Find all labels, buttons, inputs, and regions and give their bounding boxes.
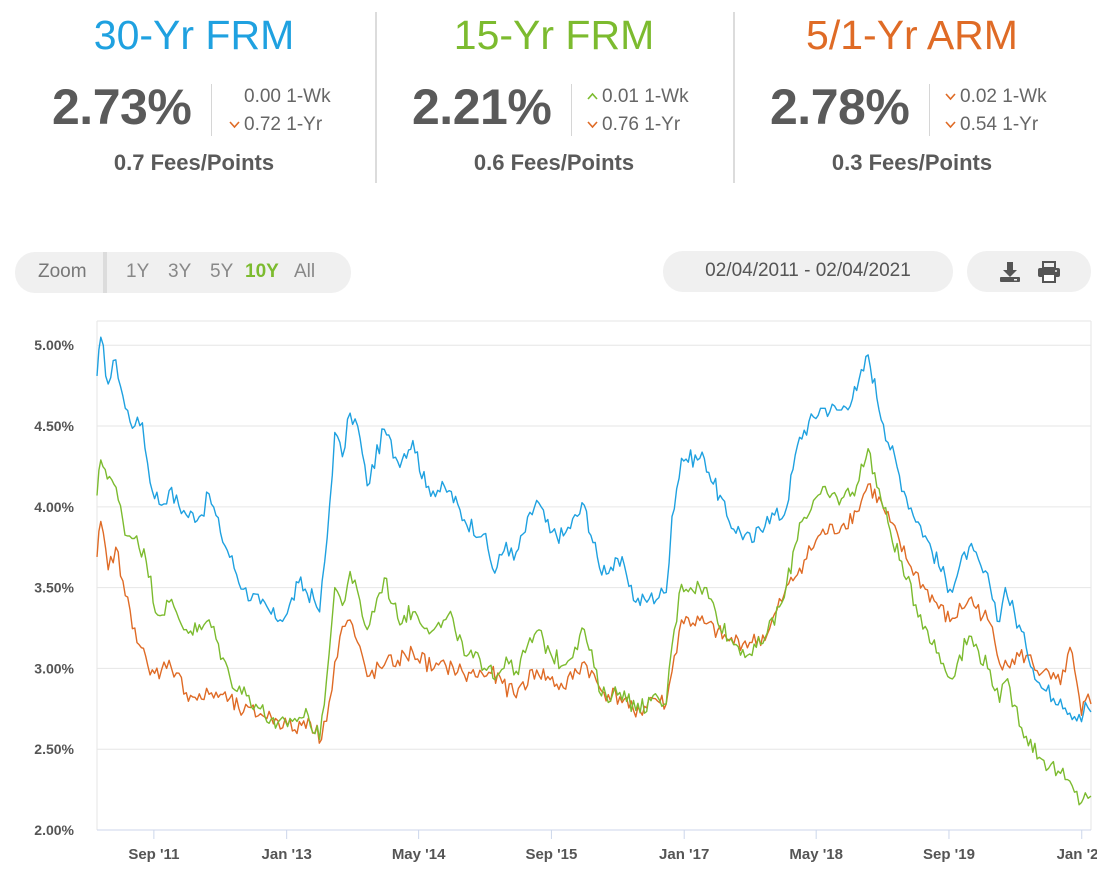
year-change: 0.54 1-Yr (944, 114, 1038, 136)
series-line (96, 448, 1092, 806)
x-tick-label: Sep '11 (128, 846, 179, 863)
y-tick-label: 4.50% (34, 418, 74, 434)
print-icon[interactable] (1037, 260, 1061, 284)
rate-value: 2.73% (52, 79, 192, 135)
chevron-down-icon (587, 121, 598, 129)
y-tick-label: 2.00% (34, 822, 74, 838)
rate-history-chart: 2.00% 2.50% 3.00% 3.50% 4.00% 4.50% 5.00% Sep '… (34, 320, 1097, 863)
no-change-spacer-icon (228, 90, 241, 103)
week-change-text: 0.00 1-Wk (244, 86, 331, 107)
week-change-text: 0.02 1-Wk (960, 86, 1047, 107)
year-change: 0.72 1-Yr (228, 114, 322, 136)
x-tick-label: Jan '17 (659, 846, 709, 863)
rate-card-5-1arm: 5/1-Yr ARM 2.78% 0.02 1-Wk 0.54 1-Yr 0.3… (733, 0, 1091, 190)
year-change: 0.76 1-Yr (586, 114, 680, 136)
rate-separator (571, 84, 572, 136)
rate-value: 2.78% (770, 79, 910, 135)
rate-title: 5/1-Yr ARM (806, 12, 1018, 58)
rate-summary: 30-Yr FRM 2.73% 0.00 1-Wk 0.72 1-Yr 0.7 … (0, 0, 1097, 190)
x-tick-label: May '18 (789, 846, 843, 863)
zoom-1y-button[interactable]: 1Y (126, 261, 150, 282)
x-tick-label: Jan '21 (1057, 846, 1097, 863)
chart-tools (967, 251, 1091, 292)
column-divider (375, 12, 377, 183)
y-tick-label: 2.50% (34, 741, 74, 757)
year-change-text: 0.76 1-Yr (602, 114, 681, 135)
rate-card-15yr: 15-Yr FRM 2.21% 0.01 1-Wk 0.76 1-Yr 0.6 … (375, 0, 733, 190)
year-change-text: 0.72 1-Yr (244, 114, 323, 135)
fees-points: 0.3 Fees/Points (831, 150, 993, 175)
y-tick-label: 5.00% (34, 337, 74, 353)
y-tick-label: 3.00% (34, 660, 74, 676)
x-tick-label: Jan '13 (262, 846, 312, 863)
x-tick-label: Sep '15 (525, 846, 577, 863)
rate-separator (929, 84, 930, 136)
date-range-display[interactable]: 02/04/2011 - 02/04/2021 (663, 251, 953, 292)
rate-separator (211, 84, 212, 136)
column-divider (733, 12, 735, 183)
rate-title: 15-Yr FRM (453, 12, 655, 58)
zoom-5y-button[interactable]: 5Y (210, 261, 234, 282)
zoom-label: Zoom (38, 261, 87, 282)
zoom-3y-button[interactable]: 3Y (168, 261, 192, 282)
zoom-separator (103, 252, 107, 293)
x-tick-label: May '14 (392, 846, 446, 863)
series-line (96, 483, 1092, 744)
chevron-down-icon (229, 121, 240, 129)
fees-points: 0.6 Fees/Points (473, 150, 635, 175)
zoom-control: Zoom 1Y 3Y 5Y 10Y All (15, 252, 351, 293)
y-tick-label: 4.00% (34, 499, 74, 515)
download-icon[interactable] (998, 260, 1022, 284)
zoom-all-button[interactable]: All (294, 261, 316, 282)
y-tick-label: 3.50% (34, 580, 74, 596)
rate-card-30yr: 30-Yr FRM 2.73% 0.00 1-Wk 0.72 1-Yr 0.7 … (15, 0, 373, 190)
year-change-text: 0.54 1-Yr (960, 114, 1039, 135)
fees-points: 0.7 Fees/Points (113, 150, 275, 175)
week-change-text: 0.01 1-Wk (602, 86, 689, 107)
week-change: 0.00 1-Wk (228, 86, 331, 108)
chevron-down-icon (945, 121, 956, 129)
plot-area (97, 321, 1091, 830)
rate-title: 30-Yr FRM (93, 12, 295, 58)
chevron-up-icon (587, 93, 598, 101)
week-change: 0.01 1-Wk (586, 86, 689, 108)
week-change: 0.02 1-Wk (944, 86, 1047, 108)
x-tick-label: Sep '19 (923, 846, 975, 863)
series-line (96, 336, 1092, 723)
chevron-down-icon (945, 93, 956, 101)
rate-value: 2.21% (412, 79, 552, 135)
zoom-10y-button[interactable]: 10Y (245, 261, 279, 282)
